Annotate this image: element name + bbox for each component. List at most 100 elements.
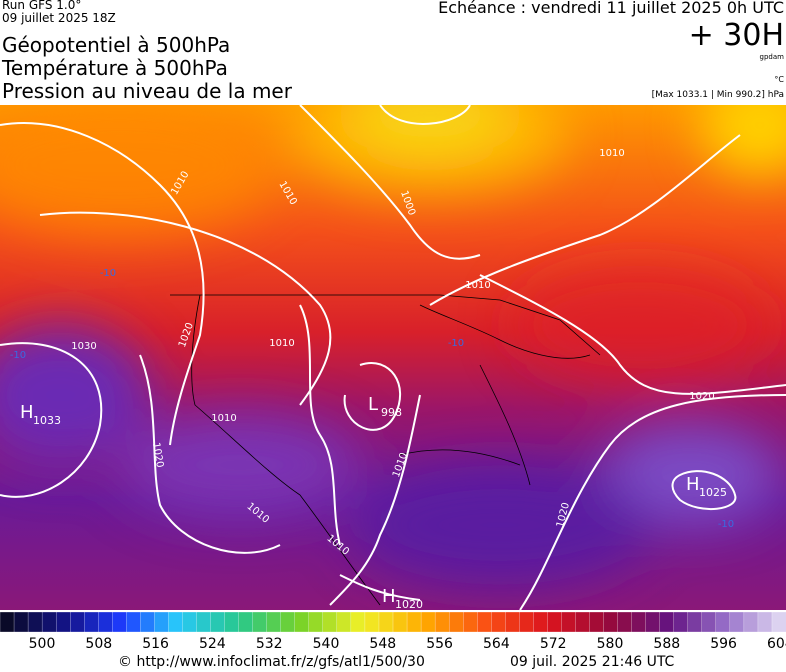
colorbar-swatch [210,611,226,633]
center-value: 1025 [699,486,727,499]
colorbar-swatch [420,611,436,633]
colorbar-label: 508 [85,636,113,652]
isobar-label: 1020 [150,442,165,469]
colorbar-swatch [617,611,633,633]
center-value: 1033 [33,414,61,427]
colorbar-swatch [448,611,464,633]
colorbar-swatch [55,611,71,633]
colorbar-swatch [589,611,605,633]
unit: °C [774,75,784,84]
unit: gpdam [759,53,784,61]
colorbar-swatch [392,611,408,633]
colorbar-swatch [561,611,577,633]
colorbar-label: 500 [28,636,56,652]
colorbar-swatch [477,611,492,633]
colorbar-label: 572 [539,636,567,652]
colorbar-swatch [505,611,520,633]
colorbar-swatch [771,611,786,633]
colorbar-label: 580 [596,636,624,652]
colorbar-swatch [406,611,422,633]
borders [170,294,601,606]
colorbar-swatch [673,611,689,633]
title-line: Géopotentiel à 500hPa [2,33,231,57]
isobar-label: 1010 [465,280,490,291]
colorbar-swatch [280,611,296,633]
colorbar-label: 540 [312,636,340,652]
colorbar-swatch [84,611,99,633]
colorbar-swatch [645,611,661,633]
center-letter: L [368,394,378,415]
temperature-label: -10 [100,268,116,279]
center-letter: H [20,402,34,423]
isobar-label: 1010 [269,338,294,349]
colorbar-swatch [196,611,212,633]
colorbar-label: 532 [255,636,283,652]
valid-time: Echéance : vendredi 11 juillet 2025 0h U… [438,0,784,17]
colorbar-labels: 500 508 516 524 532 540 548 556 564 572 580 588 596 6… [0,636,786,654]
colorbar-swatch [126,611,142,633]
colorbar-swatch [491,611,506,633]
colorbar-swatch [729,611,745,633]
colorbar-swatch [519,611,535,633]
colorbar-swatch [98,611,113,633]
colorbar-swatch [182,611,198,633]
colorbar-label: 596 [710,636,737,652]
temperature-label: -10 [718,519,734,530]
colorbar-label: 604 [767,636,786,652]
colorbar-swatch [350,611,366,633]
pressure-range: [Max 1033.1 | Min 990.2] hPa [651,90,784,100]
generated: 09 juil. 2025 21:46 UTC [510,654,675,670]
colorbar-swatch [631,611,647,633]
colorbar-swatch [687,611,703,633]
colorbar-swatch [701,611,717,633]
colorbar-label: 548 [369,636,397,652]
isobar-label: 1010 [599,148,624,159]
colorbar-swatch [322,611,338,633]
colorbar-swatch [364,611,380,633]
colorbar-swatch [603,611,619,633]
colorbar-swatch [294,611,310,633]
source: © http://www.infoclimat.fr/z/gfs/atl1/50… [118,654,425,670]
colorbar [0,611,786,633]
center-value: 1020 [395,598,423,610]
run-date: 09 juillet 2025 18Z [2,11,116,25]
colorbar-swatch [70,611,85,633]
title-line: Température à 500hPa [2,56,228,80]
colorbar-swatch [224,611,240,633]
colorbar-label: 516 [142,636,169,652]
run: Run GFS 1.0° [2,0,82,12]
colorbar-swatch [743,611,759,633]
colorbar-swatch [140,611,156,633]
lead-time: + 30H [688,18,784,53]
colorbar-swatch [41,611,57,633]
colorbar-swatch [659,611,675,633]
colorbar-swatch [168,611,184,633]
title-line: Pression au niveau de la mer [2,79,292,103]
temperature-label: -10 [448,338,464,349]
center-value: 998 [381,406,402,419]
isobar-label: 1010 [211,413,236,424]
isobars [0,105,786,610]
colorbar-swatch [547,611,563,633]
colorbar-swatch [252,611,268,633]
colorbar-swatch [533,611,549,633]
colorbar-swatch [757,611,773,633]
colorbar-swatch [13,611,29,633]
colorbar-label: 524 [199,636,226,652]
colorbar-swatch [266,611,282,633]
colorbar-swatch [112,611,127,633]
temperature-label: -10 [10,350,26,361]
colorbar-swatch [715,611,731,633]
center-letter: H [686,474,700,495]
center-letter: H [382,586,396,607]
colorbar-label: 564 [483,636,510,652]
colorbar-swatch [463,611,478,633]
colorbar-swatch [27,611,43,633]
colorbar-swatch [434,611,450,633]
isobar-label: 1020 [689,391,714,402]
colorbar-swatch [575,611,591,633]
colorbar-swatch [308,611,324,633]
colorbar-swatch [0,611,15,633]
